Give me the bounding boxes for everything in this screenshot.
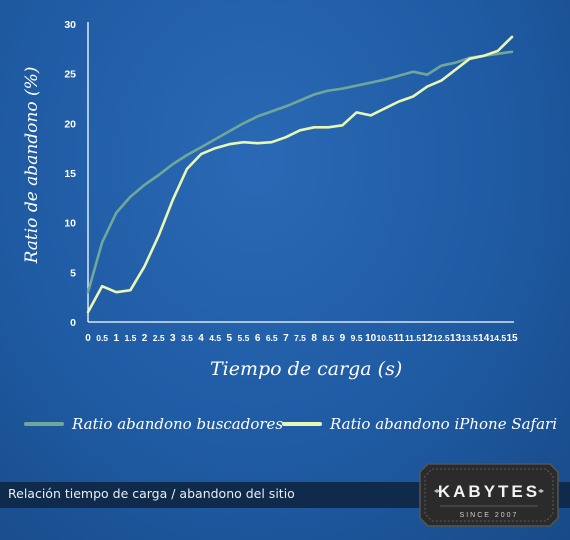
y-axis-title: Ratio de abandono (%) (22, 66, 42, 264)
y-tick-label: 5 (70, 267, 76, 279)
x-tick-label: 9 (340, 333, 346, 344)
y-tick-labels: 0 5 10 15 20 25 30 (64, 19, 76, 329)
x-tick-label: 2 (142, 333, 148, 344)
x-tick-label: 9.5 (351, 333, 363, 343)
x-tick-label: 6 (255, 333, 261, 344)
x-tick-label: 10.5 (377, 333, 394, 343)
x-tick-label: 14 (478, 333, 490, 344)
x-tick-label: 2.5 (153, 333, 165, 343)
x-tick-label: 3.5 (181, 333, 193, 343)
legend-item-buscadores: Ratio abandono buscadores (24, 412, 283, 436)
y-tick-label: 20 (64, 118, 76, 130)
legend-swatch (282, 422, 322, 426)
x-tick-label: 0 (85, 333, 91, 344)
caption-text: Relación tiempo de carga / abandono del … (8, 486, 295, 501)
x-tick-label: 6.5 (266, 333, 278, 343)
x-tick-label: 8.5 (322, 333, 334, 343)
x-tick-label: 7 (283, 333, 289, 344)
x-tick-label: 1 (113, 333, 119, 344)
brand-name: KABYTES (437, 482, 541, 501)
kabytes-logo: KABYTES SINCE 2007 (416, 460, 562, 530)
y-tick-label: 10 (64, 218, 76, 230)
x-tick-label: 8 (311, 333, 317, 344)
y-tick-label: 15 (64, 168, 76, 180)
x-tick-label: 13 (450, 333, 462, 344)
x-tick-label: 13.5 (461, 333, 478, 343)
x-tick-label: 10 (365, 333, 377, 344)
x-tick-label: 14.5 (490, 333, 507, 343)
chart-series (86, 35, 514, 314)
x-tick-label: 3 (170, 333, 176, 344)
legend-label: Ratio abandono iPhone Safari (330, 415, 558, 433)
x-tick-label: 4.5 (209, 333, 221, 343)
x-axis-title: Tiempo de carga (s) (210, 358, 403, 380)
y-tick-label: 25 (64, 69, 76, 81)
chart-axes (87, 22, 514, 323)
x-tick-label: 1.5 (124, 333, 136, 343)
legend-swatch (24, 422, 64, 426)
x-tick-labels: 0 0.5 1 1.5 2 2.5 3 3.5 4 4.5 5 5.5 6 6.5 7 7.5 8 8.5 9 9.5… (85, 333, 518, 344)
x-tick-label: 12.5 (433, 333, 450, 343)
x-tick-label: 5.5 (238, 333, 250, 343)
legend-label: Ratio abandono buscadores (72, 415, 284, 433)
series-line-1 (86, 35, 514, 314)
brand-tagline: SINCE 2007 (459, 512, 519, 519)
x-tick-label: 4 (198, 333, 204, 344)
x-tick-label: 7.5 (294, 333, 306, 343)
x-tick-label: 5 (227, 333, 233, 344)
logo-badge-shape (419, 463, 559, 527)
x-tick-label: 0.5 (96, 333, 108, 343)
x-tick-label: 12 (422, 333, 434, 344)
y-axis-title-wrap: Ratio de abandono (%) (14, 67, 50, 264)
x-tick-label: 15 (506, 333, 518, 344)
legend-item-iphone-safari: Ratio abandono iPhone Safari (282, 412, 557, 436)
x-tick-label: 11.5 (405, 333, 421, 343)
y-tick-label: 0 (70, 317, 76, 329)
x-tick-label: 11 (394, 333, 405, 344)
y-tick-label: 30 (64, 19, 76, 31)
series-line-0 (86, 50, 514, 294)
